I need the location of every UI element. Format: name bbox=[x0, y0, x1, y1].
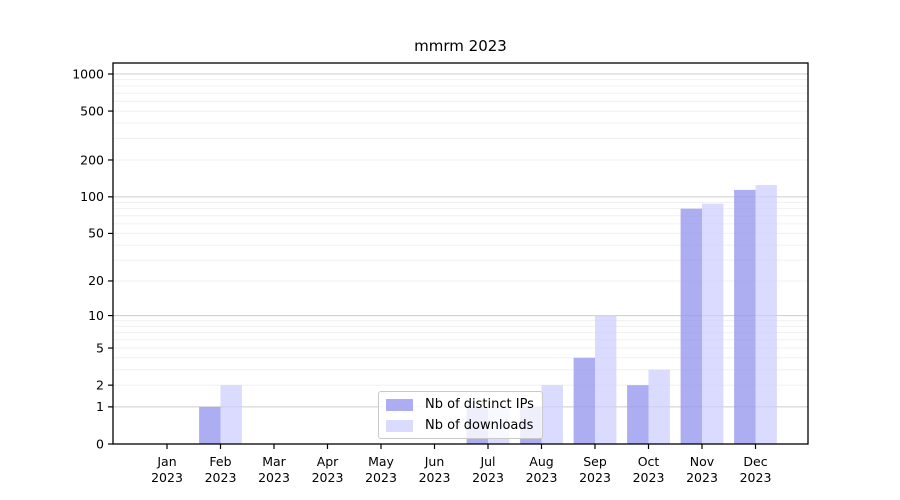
x-tick-label-month: Sep bbox=[583, 454, 607, 469]
plot-border bbox=[112, 62, 809, 445]
x-tick-label-month: Apr bbox=[317, 454, 339, 469]
bar-downloads-oct bbox=[648, 369, 670, 444]
x-tick-label-year: 2023 bbox=[740, 470, 772, 485]
legend-item-distinct-ips: Nb of distinct IPs bbox=[379, 396, 542, 413]
x-tick-label-year: 2023 bbox=[258, 470, 290, 485]
x-tick-label-month: Feb bbox=[209, 454, 231, 469]
legend-swatch-distinct-ips-icon bbox=[386, 398, 413, 411]
bar-downloads-feb bbox=[220, 385, 242, 444]
y-tick-label: 200 bbox=[80, 152, 104, 167]
bar-downloads-sep bbox=[595, 315, 617, 444]
legend: Nb of distinct IPs Nb of downloads bbox=[378, 391, 543, 439]
x-tick-label-year: 2023 bbox=[419, 470, 451, 485]
bar-distinct-ips-nov bbox=[680, 208, 702, 444]
x-tick-label-month: Mar bbox=[262, 454, 286, 469]
x-tick-label-year: 2023 bbox=[365, 470, 397, 485]
x-tick-label-year: 2023 bbox=[686, 470, 718, 485]
x-tick-label-month: Aug bbox=[529, 454, 553, 469]
bar-downloads-aug bbox=[541, 385, 563, 444]
y-tick-label: 5 bbox=[96, 340, 104, 355]
legend-item-label: Nb of distinct IPs bbox=[425, 397, 534, 412]
bar-downloads-dec bbox=[755, 184, 777, 445]
x-tick-label-month: Jun bbox=[424, 454, 445, 469]
y-tick-label: 500 bbox=[80, 103, 104, 118]
x-tick-label-month: Nov bbox=[690, 454, 715, 469]
bar-distinct-ips-sep bbox=[573, 357, 595, 444]
x-tick-label-year: 2023 bbox=[151, 470, 183, 485]
x-tick-label-month: Oct bbox=[638, 454, 660, 469]
y-tick-label: 50 bbox=[88, 226, 104, 241]
x-tick-label-month: Dec bbox=[743, 454, 767, 469]
x-tick-label-year: 2023 bbox=[472, 470, 504, 485]
x-tick-label-year: 2023 bbox=[205, 470, 237, 485]
x-tick-label-month: Jul bbox=[479, 454, 495, 469]
y-tick-label: 20 bbox=[88, 273, 104, 288]
bar-distinct-ips-oct bbox=[627, 385, 649, 444]
legend-item-downloads: Nb of downloads bbox=[379, 417, 542, 434]
legend-item-label: Nb of downloads bbox=[425, 418, 534, 433]
y-tick-label: 10 bbox=[88, 308, 104, 323]
bar-distinct-ips-feb bbox=[199, 406, 221, 444]
y-tick-label: 2 bbox=[96, 377, 104, 392]
bar-downloads-nov bbox=[702, 203, 724, 444]
y-tick-label: 100 bbox=[80, 189, 104, 204]
x-tick-label-year: 2023 bbox=[526, 470, 558, 485]
bar-distinct-ips-dec bbox=[734, 189, 756, 444]
x-tick-label-month: Jan bbox=[156, 454, 176, 469]
legend-swatch-downloads-icon bbox=[386, 419, 413, 432]
x-tick-label-year: 2023 bbox=[312, 470, 344, 485]
x-tick-label-year: 2023 bbox=[633, 470, 665, 485]
y-tick-label: 1 bbox=[96, 399, 104, 414]
x-tick-label-month: May bbox=[368, 454, 394, 469]
chart-title: mmrm 2023 bbox=[414, 37, 507, 55]
y-tick-label: 0 bbox=[96, 436, 104, 451]
y-tick-label: 1000 bbox=[72, 66, 104, 81]
x-tick-label-year: 2023 bbox=[579, 470, 611, 485]
